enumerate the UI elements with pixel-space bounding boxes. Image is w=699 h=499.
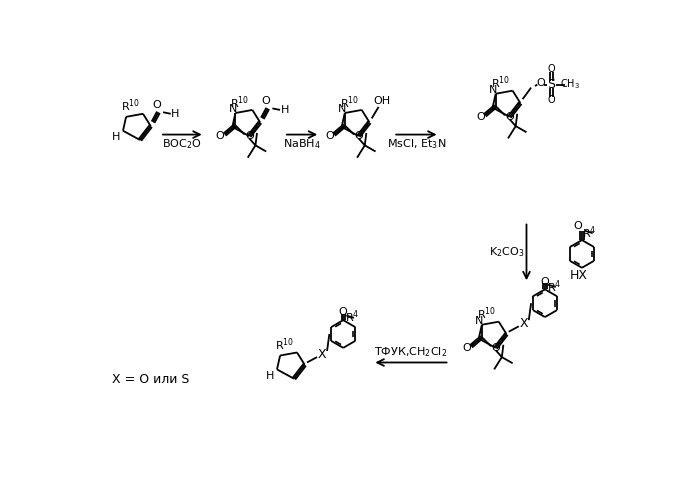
Text: H: H <box>171 109 180 119</box>
Text: R$^{10}$: R$^{10}$ <box>121 98 140 114</box>
Text: O: O <box>547 95 555 105</box>
Text: H: H <box>280 105 289 115</box>
Text: H: H <box>266 371 274 381</box>
Text: O: O <box>505 112 514 122</box>
Text: O: O <box>476 112 484 122</box>
Text: O: O <box>354 131 363 141</box>
Text: O: O <box>339 307 347 317</box>
Text: O: O <box>573 221 582 231</box>
Text: O: O <box>262 96 271 106</box>
Text: R$^{10}$: R$^{10}$ <box>275 336 294 353</box>
Text: R$^{10}$: R$^{10}$ <box>491 75 510 91</box>
Text: R$^4$: R$^4$ <box>345 309 360 325</box>
Text: O: O <box>152 100 161 110</box>
Text: ТФУК,CH$_2$Cl$_2$: ТФУК,CH$_2$Cl$_2$ <box>375 346 447 359</box>
Text: N: N <box>338 104 347 114</box>
Text: O: O <box>216 131 224 141</box>
Text: CH$_3$: CH$_3$ <box>560 78 579 91</box>
Text: H: H <box>112 132 120 142</box>
Text: OH: OH <box>373 96 390 106</box>
Text: HX: HX <box>570 269 588 282</box>
Text: N: N <box>475 316 484 326</box>
Text: X: X <box>318 348 326 361</box>
Text: N: N <box>489 85 498 95</box>
Text: N: N <box>229 104 237 114</box>
Text: R$^4$: R$^4$ <box>547 278 561 294</box>
Text: X: X <box>520 317 528 330</box>
Text: O: O <box>547 64 555 74</box>
Text: R$^{10}$: R$^{10}$ <box>477 306 496 322</box>
Text: O: O <box>325 131 333 141</box>
Text: O: O <box>491 343 500 353</box>
Text: K$_2$CO$_3$: K$_2$CO$_3$ <box>489 246 524 259</box>
Text: O: O <box>540 276 549 286</box>
Text: O: O <box>245 131 254 141</box>
Text: O: O <box>536 78 545 88</box>
Text: BOC$_2$O: BOC$_2$O <box>162 138 202 152</box>
Text: R$^4$: R$^4$ <box>582 224 597 241</box>
Text: MsCl, Et$_3$N: MsCl, Et$_3$N <box>387 138 446 152</box>
Text: R$^{10}$: R$^{10}$ <box>340 94 359 111</box>
Text: X = O или S: X = O или S <box>113 373 189 386</box>
Text: R$^{10}$: R$^{10}$ <box>231 94 250 111</box>
Text: S: S <box>547 78 555 91</box>
Text: O: O <box>462 343 471 353</box>
Text: NaBH$_4$: NaBH$_4$ <box>283 138 321 152</box>
